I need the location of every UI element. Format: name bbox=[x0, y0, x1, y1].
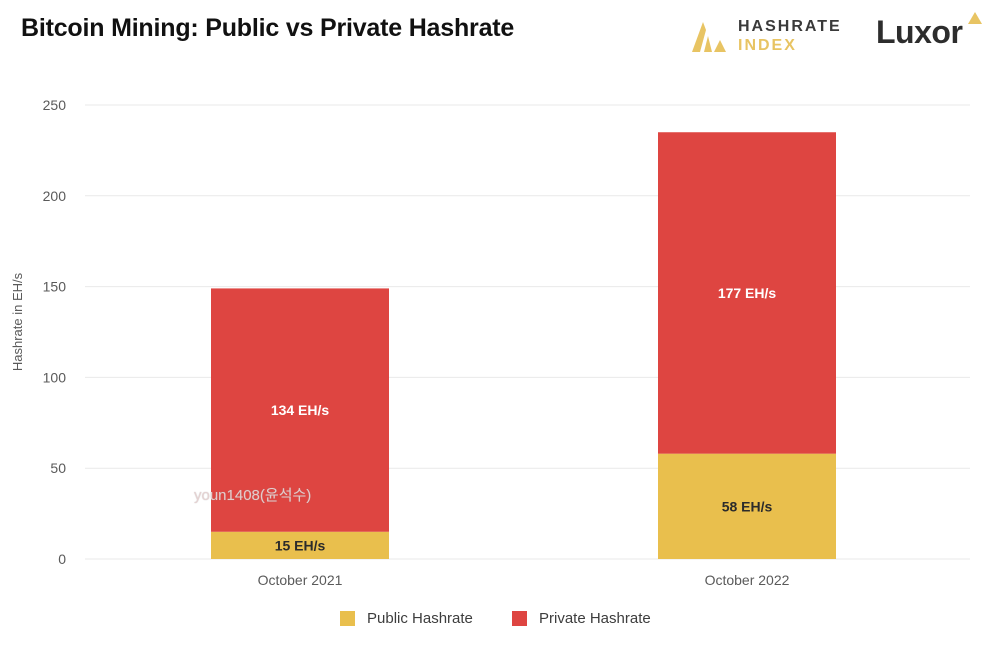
legend: Public Hashrate Private Hashrate bbox=[0, 610, 1001, 630]
brand-line-1: HASHRATE bbox=[738, 18, 842, 35]
legend-label-private: Private Hashrate bbox=[539, 610, 651, 627]
y-tick-label: 200 bbox=[43, 188, 67, 204]
legend-swatch-public bbox=[340, 611, 355, 626]
luxor-logo: Luxor bbox=[876, 14, 963, 50]
y-tick-label: 0 bbox=[58, 551, 66, 567]
y-tick-label: 150 bbox=[43, 279, 67, 295]
y-axis-label: Hashrate in EH/s bbox=[10, 272, 25, 371]
legend-item-public: Public Hashrate bbox=[340, 610, 473, 627]
hashrate-index-logo: HASHRATE INDEX bbox=[690, 16, 850, 56]
y-tick-label: 100 bbox=[43, 369, 67, 385]
bar-private-1 bbox=[211, 288, 389, 532]
legend-label-public: Public Hashrate bbox=[367, 610, 473, 627]
legend-swatch-private bbox=[512, 611, 527, 626]
bar-public-1 bbox=[211, 531, 389, 559]
y-tick-label: 50 bbox=[50, 460, 66, 476]
watermark: youn1408(윤석수) bbox=[194, 487, 312, 504]
data-label: 177 EH/s bbox=[718, 285, 777, 301]
bar-public-2 bbox=[658, 453, 836, 559]
x-tick-label: October 2022 bbox=[705, 572, 790, 588]
x-tick-label: October 2021 bbox=[258, 572, 343, 588]
chart-title: Bitcoin Mining: Public vs Private Hashra… bbox=[21, 14, 515, 42]
bar-private-2 bbox=[658, 132, 836, 454]
brand-line-2: INDEX bbox=[738, 37, 797, 54]
hashrate-index-icon bbox=[692, 22, 726, 52]
y-tick-label: 250 bbox=[43, 97, 67, 113]
legend-item-private: Private Hashrate bbox=[512, 610, 651, 627]
data-label: 15 EH/s bbox=[275, 537, 326, 553]
luxor-mark-icon bbox=[968, 12, 982, 24]
data-label: 134 EH/s bbox=[271, 402, 330, 418]
data-label: 58 EH/s bbox=[722, 498, 773, 514]
